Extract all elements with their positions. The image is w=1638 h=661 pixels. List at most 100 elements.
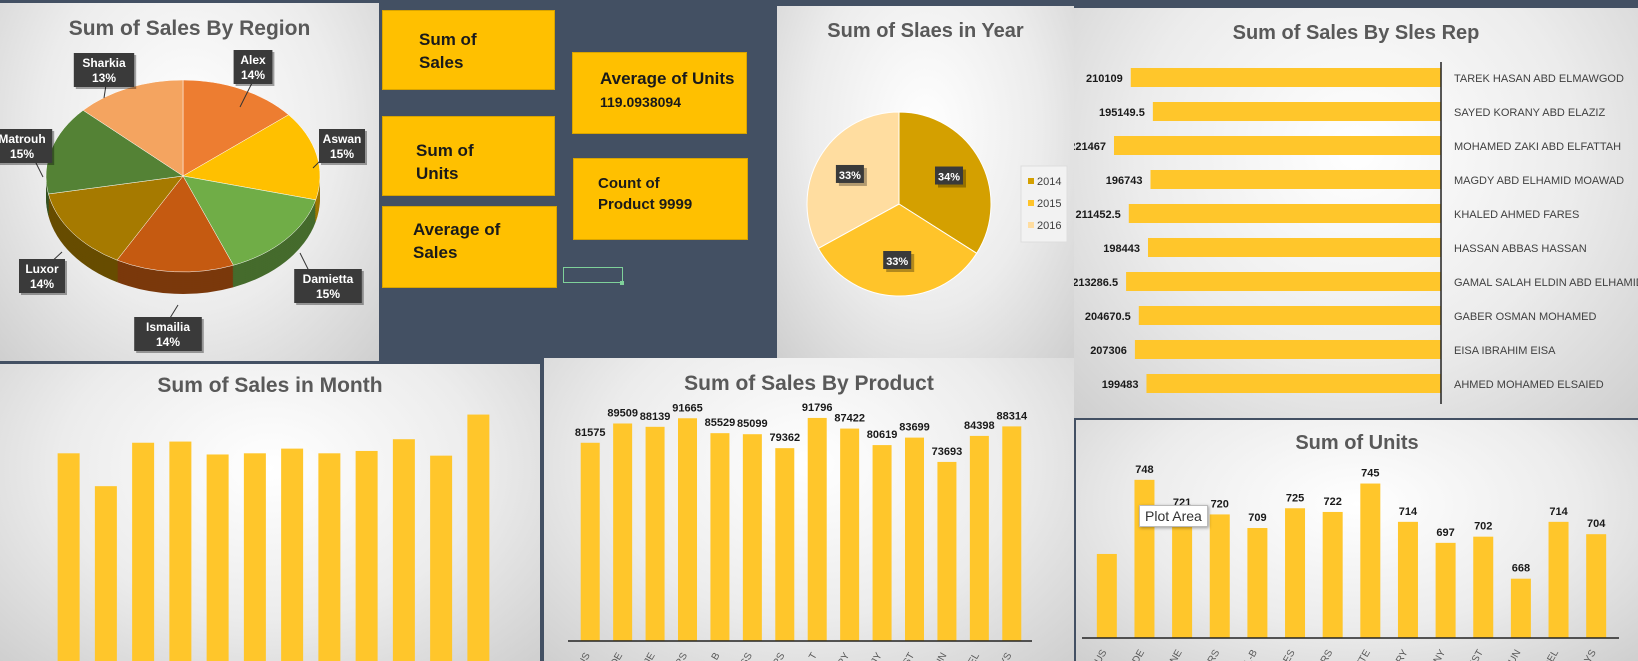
month-bar [243,453,266,661]
kpi-sum-units[interactable]: Sum of Units [382,116,555,196]
product-category-label: JE [642,651,658,661]
kpi-count-product-label: Count of Product 9999 [598,175,693,213]
rep-bar [1147,238,1441,257]
region-label-pct: 14% [30,277,54,291]
units-category-label: AL-B [1239,648,1260,661]
rep-category-label: SAYED KORANY ABD ELAZIZ [1454,107,1605,119]
product-bar [710,433,730,641]
rep-bar [1130,68,1441,87]
product-category-label: YS [998,651,1014,661]
kpi-avg-units[interactable]: Average of Units 119.0938094 [572,52,747,134]
rep-category-label: AHMED MOHAMED ELSAIED [1454,379,1604,391]
product-bar [645,426,665,641]
rep-bar [1114,136,1441,155]
rep-category-label: MOHAMED ZAKI ABD ELFATTAH [1454,141,1621,153]
selected-cell[interactable] [563,267,623,283]
year-label-box [883,251,912,270]
month-bar [392,439,415,661]
month-bar [430,455,453,661]
rep-value-label: 210109 [1086,73,1123,85]
selected-cell-handle[interactable] [620,281,624,285]
kpi-count-product[interactable]: Count of Product 9999 [573,158,748,240]
region-label-pct: 15% [10,147,34,161]
region-chart-panel: Sum of Sales By Region Alex 14% Aswan 15% Da… [0,3,379,361]
product-bar [775,448,795,641]
region-label-pct: 13% [92,71,116,85]
region-leader-line [169,304,179,319]
year-legend-swatch [1028,200,1034,206]
units-value-label: 702 [1474,521,1492,533]
month-bar-chart[interactable] [0,364,540,661]
region-leader-line [239,80,254,108]
units-value-label: 714 [1399,506,1418,518]
product-category-label: PS [771,651,787,661]
product-bar [937,461,957,641]
units-bar-chart[interactable]: IUS748IDE721ENE720ERS709AL-B725ICES722ER… [1076,420,1638,661]
region-label-box [19,259,65,293]
product-value-label: 84398 [964,420,995,432]
rep-category-label: EISA IBRAHIM EISA [1454,345,1556,357]
product-category-label: JY [869,651,885,661]
kpi-avg-units-label: Average of Units [600,69,735,88]
kpi-sum-sales[interactable]: Sum of Sales [382,10,555,90]
product-category-label: T [807,651,820,661]
units-bar [1247,528,1268,638]
year-chart-panel: Sum of Slaes in Year 34% 33% 33% 2014 2015 20… [777,6,1074,358]
kpi-sum-sales-label: Sum of Sales [419,30,477,72]
units-category-label: AYS [1580,648,1599,661]
product-chart-panel: Sum of Sales By Product 81575 US 89509 DE 88… [544,358,1074,661]
region-leader-line [34,160,44,178]
product-bar [840,428,860,641]
product-bar-chart[interactable]: 81575US89509DE88139JE91665RS85529B85099S… [544,358,1074,661]
units-value-label: 745 [1361,468,1379,480]
product-category-label: DE [609,651,626,661]
month-bar [467,414,490,661]
rep-chart-title: Sum of Sales By Sles Rep [1232,22,1480,44]
month-chart-panel: Sum of Sales in Month [0,364,540,661]
rep-bar-chart[interactable]: 210109 TAREK HASAN ABD ELMAWGOD 195149.5 SA… [1074,8,1638,418]
units-bar [1134,479,1155,638]
rep-value-label: 199483 [1102,379,1139,391]
year-label: 33% [839,170,861,182]
product-category-label: US [576,651,593,661]
product-category-label: B [710,651,723,661]
product-value-label: 81575 [575,427,606,439]
region-pie-top [45,79,321,273]
product-chart-title: Sum of Sales By Product [684,372,934,395]
units-bar [1172,513,1193,638]
units-bar [1397,521,1418,638]
rep-chart-panel: Sum of Sales By Sles Rep 210109 TAREK HAS… [1074,8,1638,418]
rep-category-label: TAREK HASAN ABD ELMAWGOD [1454,73,1624,85]
units-category-label: UN [1507,648,1524,661]
product-category-label: ST [901,651,917,661]
rep-category-label: KHALED AHMED FARES [1454,209,1579,221]
region-label-name: Alex [240,53,266,67]
region-slice [48,175,184,261]
units-category-label: IDE [1129,648,1147,661]
product-value-label: 87422 [834,413,865,425]
product-value-label: 79362 [769,432,800,444]
units-bar [1435,542,1456,638]
region-label-pct: 15% [330,147,354,161]
units-value-label: 714 [1549,506,1568,518]
kpi-avg-sales[interactable]: Average of Sales [382,206,557,288]
month-bar [57,453,80,661]
rep-value-label: 221467 [1074,141,1106,153]
year-pie-chart[interactable]: 34% 33% 33% 2014 2015 2016 [777,6,1074,358]
rep-category-label: HASSAN ABBAS HASSAN [1454,243,1587,255]
region-label-name: Matrouh [0,132,46,146]
region-chart-title: Sum of Sales By Region [68,17,311,40]
year-legend-swatch [1028,178,1034,184]
rep-bar [1152,102,1441,121]
product-value-label: 85529 [705,417,736,429]
region-label-name: Sharkia [82,56,126,70]
region-slice [182,79,289,177]
units-category-label: ICES [1276,648,1297,661]
units-category-label: ERS [1203,648,1223,661]
rep-bar [1146,374,1441,393]
product-bar [1002,426,1022,641]
region-pie-chart[interactable]: Alex14%Aswan15%Damietta15%Ismailia14%Lux… [0,3,379,361]
product-category-label: EL [966,651,982,661]
units-category-label: ENE [1165,648,1185,661]
year-label: 34% [938,172,960,184]
